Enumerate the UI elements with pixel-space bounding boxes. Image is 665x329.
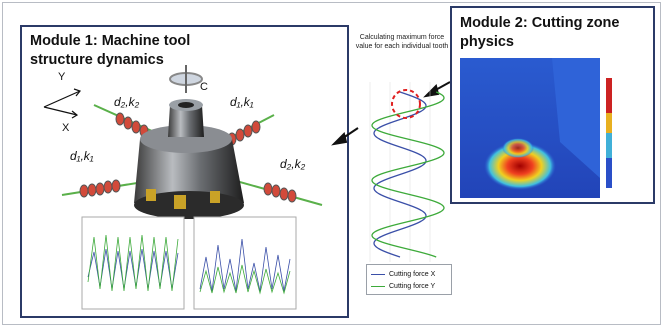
module-1-panel: Module 1: Machine tool structure dynamic… — [20, 25, 349, 318]
spring-label-bottom-right: d₂,k₂ — [280, 157, 306, 171]
module-2-title: Module 2: Cutting zone physics — [460, 15, 620, 50]
spring-bottom-right — [263, 182, 297, 203]
spring-bottom-left — [79, 179, 121, 198]
axis-c-label: C — [200, 81, 208, 93]
axis-y-label: Y — [58, 71, 66, 83]
axis-x-label: X — [62, 122, 70, 134]
milling-tool-body — [134, 99, 244, 219]
legend-item-force-x: Cutting force X — [371, 270, 435, 279]
spring-label-top-right: d₁,k₁ — [230, 95, 254, 109]
cutting-force-chart — [369, 82, 445, 262]
legend-item-force-y: Cutting force Y — [371, 282, 435, 291]
spring-label-top-left: d₂,k₂ — [114, 95, 140, 109]
mini-chart-left — [81, 216, 185, 310]
machine-tool-illustration — [43, 65, 323, 310]
axis-triad — [43, 88, 82, 119]
spring-top-right — [227, 120, 261, 146]
spring-label-bottom-left: d₁,k₁ — [70, 149, 94, 163]
annotation-text: Calculating maximum force value for each… — [355, 34, 449, 50]
series-force-x — [373, 91, 427, 258]
max-force-highlight — [391, 89, 421, 119]
rotation-c-icon — [169, 65, 203, 93]
cutting-zone-simulation — [460, 58, 612, 198]
mini-chart-right — [193, 216, 297, 310]
module-1-title: Module 1: Machine tool structure dynamic… — [30, 33, 191, 68]
chart-legend: Cutting force X Cutting force Y — [366, 264, 452, 295]
series-force-y — [371, 91, 445, 258]
spring-top-left — [115, 112, 149, 138]
